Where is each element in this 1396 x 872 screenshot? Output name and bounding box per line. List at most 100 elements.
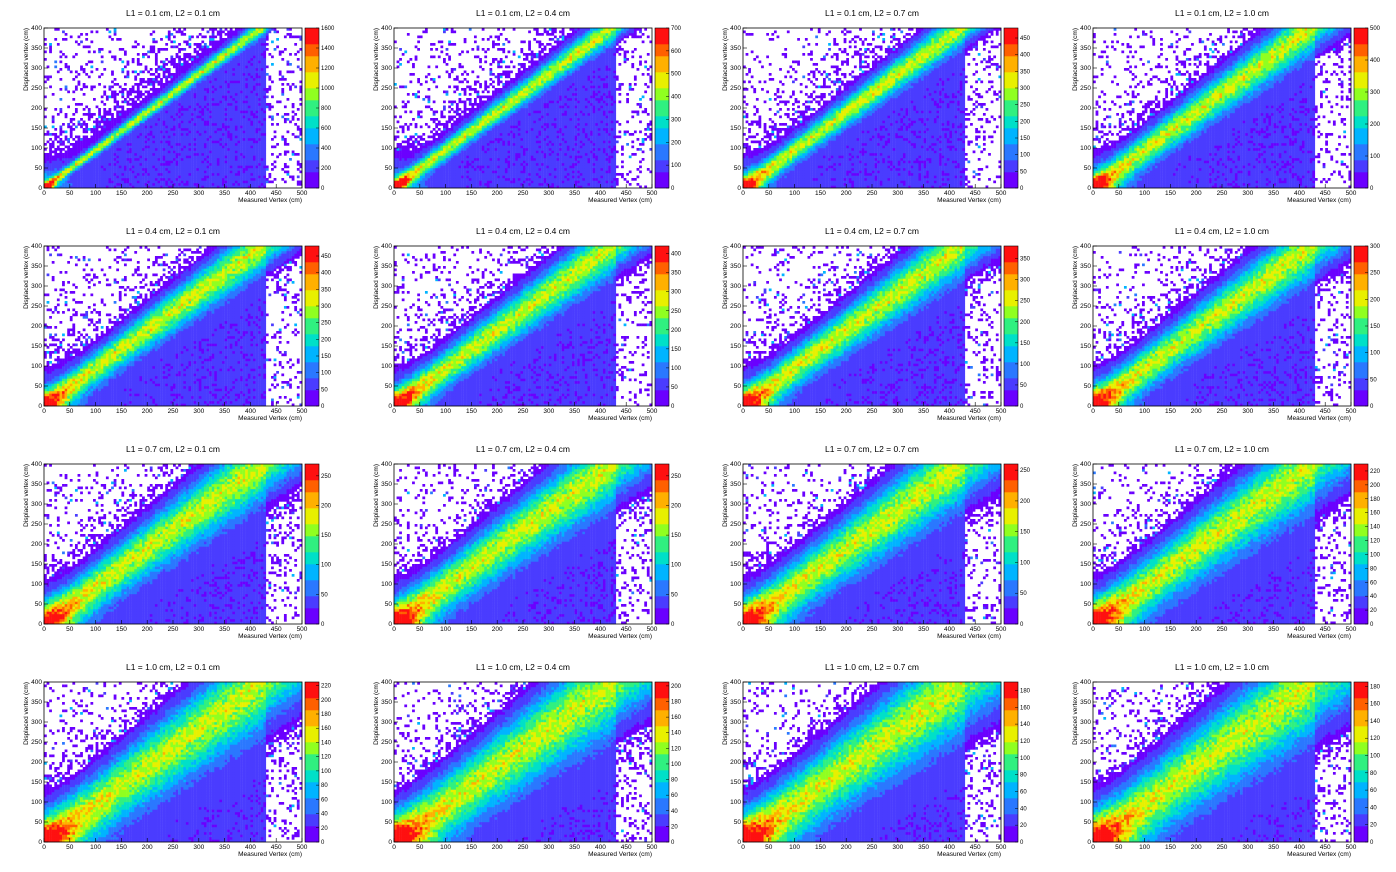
x-tick-label: 500 [647,844,658,851]
y-tick-label: 50 [385,819,393,826]
x-tick-label: 100 [1139,626,1150,633]
x-tick-label: 100 [90,626,101,633]
x-tick-label: 350 [569,626,580,633]
x-tick-label: 500 [996,626,1007,633]
x-axis-label: Measured Vertex (cm) [1287,197,1351,204]
z-tick-label: 0 [1370,404,1374,410]
y-tick-label: 200 [730,541,741,548]
z-tick-label: 300 [1020,278,1031,284]
x-tick-label: 50 [765,190,773,197]
x-tick-label: 300 [193,626,204,633]
y-tick-label: 50 [1084,819,1092,826]
z-tick-label: 50 [321,387,328,393]
panel-title: L1 = 0.4 cm, L2 = 0.7 cm [825,226,919,236]
x-axis-label: Measured Vertex (cm) [238,197,302,204]
z-tick-label: 300 [671,290,682,296]
x-tick-label: 250 [168,844,179,851]
y-tick-label: 350 [730,263,741,270]
x-axis-label: Measured Vertex (cm) [937,633,1001,640]
y-tick-label: 400 [1080,243,1091,250]
y-tick-label: 300 [31,65,42,72]
y-tick-label: 250 [31,303,42,310]
x-tick-label: 400 [944,408,955,415]
y-tick-label: 0 [388,621,392,628]
x-tick-label: 200 [841,408,852,415]
y-tick-label: 300 [31,501,42,508]
z-tick-label: 0 [1370,840,1374,846]
y-tick-label: 100 [1080,145,1091,152]
x-tick-label: 450 [621,844,632,851]
y-tick-label: 150 [730,779,741,786]
z-tick-label: 60 [321,797,328,803]
x-tick-label: 450 [970,190,981,197]
x-axis-label: Measured Vertex (cm) [588,633,652,640]
y-tick-label: 50 [385,601,393,608]
x-tick-label: 50 [416,844,424,851]
y-tick-label: 250 [31,521,42,528]
x-tick-label: 200 [1191,190,1202,197]
z-tick-label: 150 [671,347,682,353]
z-tick-label: 100 [671,366,682,372]
y-tick-label: 150 [31,561,42,568]
z-tick-label: 140 [1020,722,1031,728]
z-tick-label: 250 [671,474,682,480]
z-tick-label: 120 [1370,736,1381,742]
y-tick-label: 400 [31,25,42,32]
x-tick-label: 0 [741,408,745,415]
x-tick-label: 150 [116,844,127,851]
x-tick-label: 500 [297,408,308,415]
y-tick-label: 0 [388,839,392,846]
x-tick-label: 150 [815,626,826,633]
x-tick-label: 150 [1165,190,1176,197]
z-tick-label: 300 [671,117,682,123]
heatmap-cells [44,682,302,842]
y-tick-label: 0 [1087,621,1091,628]
x-tick-label: 450 [271,626,282,633]
z-tick-label: 100 [671,163,682,169]
x-tick-label: 400 [245,408,256,415]
z-tick-label: 220 [1370,469,1381,475]
z-tick-label: 250 [1020,299,1031,305]
y-tick-label: 150 [1080,125,1091,132]
x-tick-label: 150 [466,408,477,415]
z-tick-label: 180 [1020,688,1031,694]
y-tick-label: 250 [730,739,741,746]
z-tick-label: 700 [671,26,682,32]
z-tick-label: 250 [1020,468,1031,474]
y-tick-label: 0 [38,185,42,192]
z-tick-label: 0 [1020,840,1024,846]
z-tick-label: 160 [671,715,682,721]
x-tick-label: 200 [841,844,852,851]
z-tick-label: 1400 [321,46,335,52]
y-tick-label: 200 [381,759,392,766]
z-tick-label: 200 [321,698,332,704]
y-tick-label: 0 [737,185,741,192]
y-tick-label: 150 [1080,343,1091,350]
z-tick-label: 140 [671,731,682,737]
y-tick-label: 50 [734,165,742,172]
x-tick-label: 100 [440,408,451,415]
panel-title: L1 = 1.0 cm, L2 = 0.1 cm [126,662,220,672]
x-tick-label: 500 [1346,844,1357,851]
x-tick-label: 450 [271,190,282,197]
x-tick-label: 50 [1115,844,1123,851]
z-tick-label: 20 [1370,823,1377,829]
x-tick-label: 300 [193,190,204,197]
y-tick-label: 0 [737,403,741,410]
y-tick-label: 350 [730,45,741,52]
x-tick-label: 400 [595,626,606,633]
x-tick-label: 50 [66,844,74,851]
y-tick-label: 50 [1084,383,1092,390]
z-tick-label: 150 [1020,136,1031,142]
z-tick-label: 80 [321,783,328,789]
z-tick-label: 0 [321,404,325,410]
x-tick-label: 100 [90,408,101,415]
y-tick-label: 50 [734,819,742,826]
x-tick-label: 200 [1191,844,1202,851]
x-tick-label: 250 [1217,626,1228,633]
